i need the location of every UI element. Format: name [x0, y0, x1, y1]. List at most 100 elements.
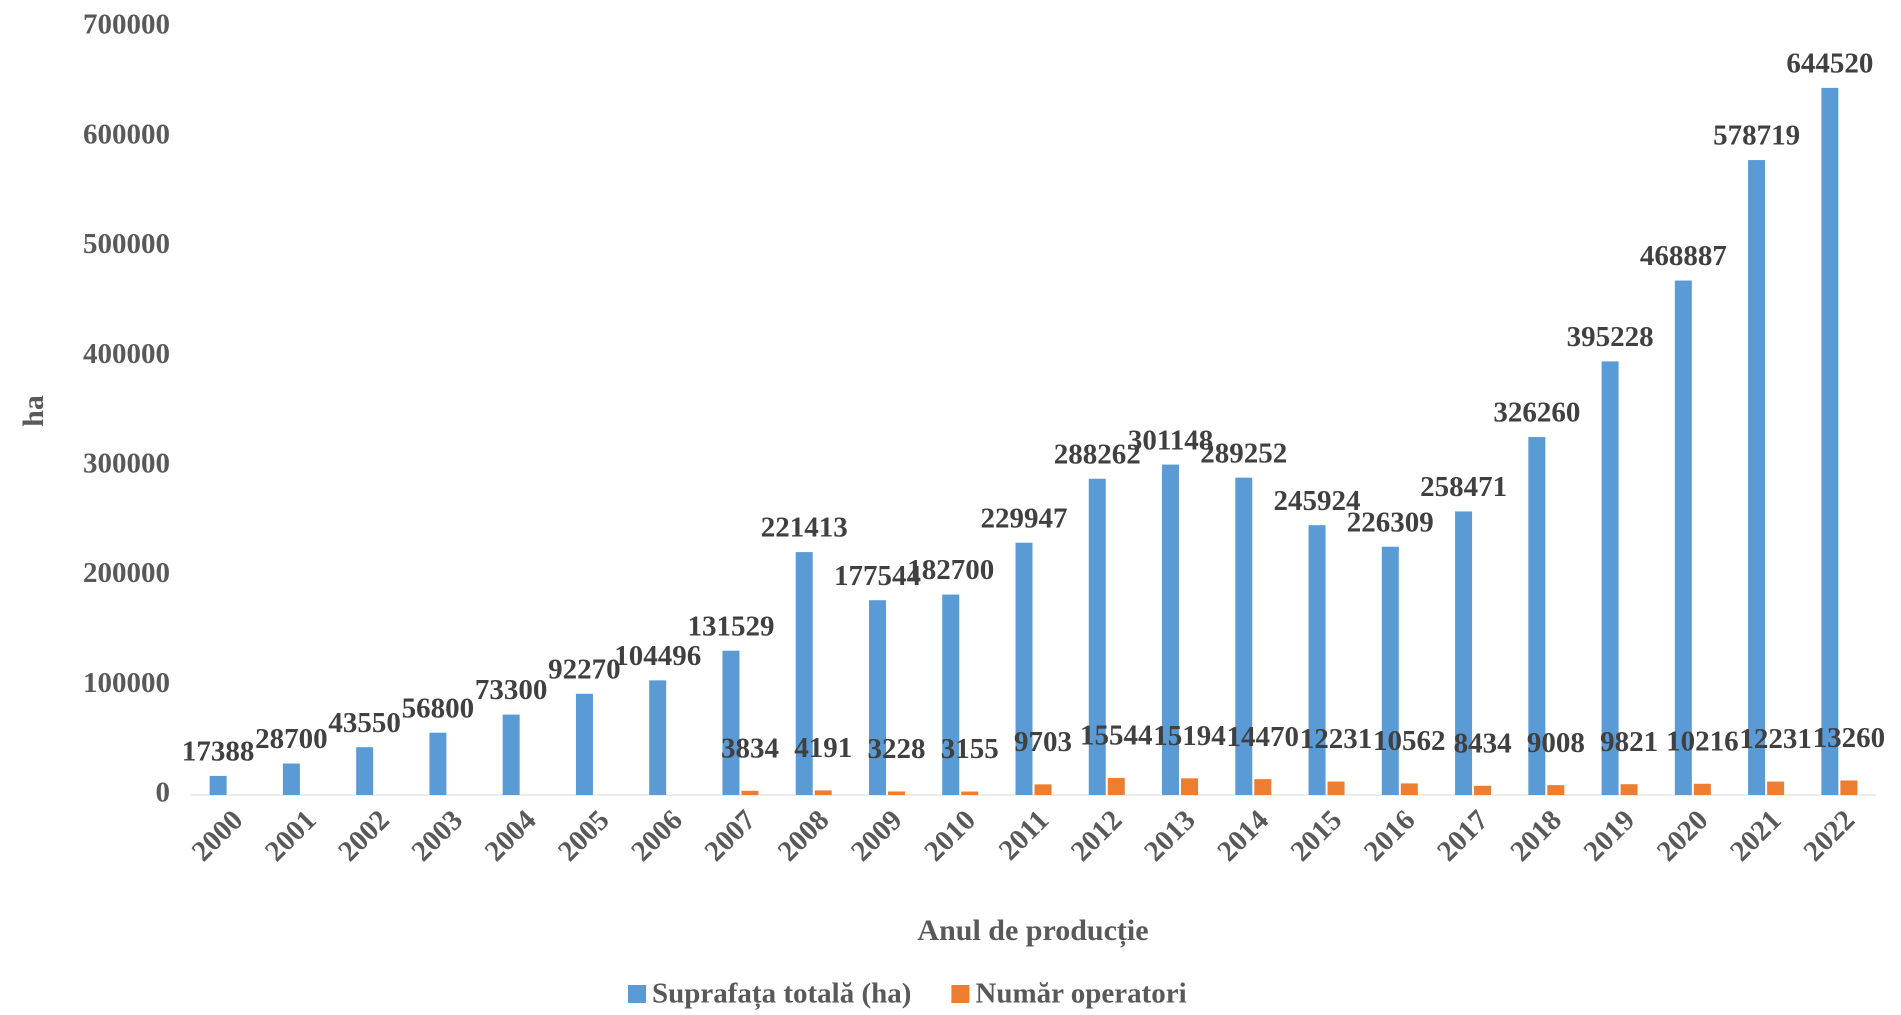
x-tick-label: 2012 — [1065, 804, 1129, 868]
y-tick-label: 400000 — [83, 338, 170, 370]
bar — [1620, 784, 1638, 795]
data-label: 12231 — [1739, 723, 1812, 755]
data-label: 182700 — [907, 554, 994, 586]
bar — [575, 693, 593, 795]
y-tick-label: 600000 — [83, 118, 170, 150]
bar — [1547, 785, 1565, 795]
x-tick-label: 2003 — [405, 804, 469, 868]
data-label: 395228 — [1567, 321, 1654, 353]
data-label: 4191 — [794, 732, 852, 764]
y-tick-label: 300000 — [83, 448, 170, 480]
bar — [942, 594, 960, 795]
x-tick-label: 2000 — [186, 804, 250, 868]
bar — [1162, 464, 1180, 795]
data-label: 229947 — [981, 502, 1068, 534]
bar — [1254, 779, 1272, 795]
data-label: 17388 — [182, 736, 255, 768]
data-label: 14470 — [1227, 721, 1300, 753]
bar — [429, 732, 447, 795]
x-tick-label: 2002 — [332, 804, 396, 868]
x-tick-label: 2006 — [625, 804, 689, 868]
x-axis-title: Anul de producție — [917, 914, 1148, 948]
data-label: 43550 — [328, 707, 401, 739]
bar — [814, 790, 832, 795]
x-tick-label: 2007 — [698, 804, 762, 868]
bar — [1840, 780, 1858, 795]
x-tick-label: 2009 — [845, 804, 909, 868]
data-label: 10216 — [1666, 725, 1739, 757]
bar — [1693, 783, 1711, 795]
data-label: 73300 — [475, 674, 548, 706]
bar — [1088, 478, 1106, 795]
data-label: 578719 — [1713, 120, 1800, 152]
data-label: 10562 — [1373, 725, 1446, 757]
x-tick-label: 2017 — [1431, 804, 1495, 868]
data-label: 9821 — [1600, 726, 1658, 758]
bar — [1821, 87, 1839, 795]
data-label: 9008 — [1527, 727, 1585, 759]
x-tick-label: 2014 — [1211, 804, 1275, 868]
data-label: 12231 — [1300, 723, 1373, 755]
bar — [961, 791, 979, 795]
data-label: 3155 — [941, 733, 999, 765]
data-label: 28700 — [255, 723, 328, 755]
bar — [868, 600, 886, 795]
data-label: 221413 — [761, 512, 848, 544]
bar — [1474, 785, 1492, 795]
x-tick-label: 2018 — [1504, 804, 1568, 868]
bar — [209, 775, 227, 795]
bar — [649, 680, 667, 795]
data-label: 92270 — [548, 653, 621, 685]
bar — [1235, 477, 1253, 795]
bar — [502, 714, 520, 795]
legend-label: Număr operatori — [975, 978, 1186, 1010]
data-label: 3228 — [867, 733, 925, 765]
bar — [1748, 160, 1766, 796]
data-label: 3834 — [721, 732, 779, 764]
x-tick-label: 2021 — [1724, 804, 1788, 868]
data-label: 245924 — [1274, 485, 1361, 517]
bar — [1015, 542, 1033, 795]
bar — [722, 650, 740, 795]
data-label: 131529 — [687, 610, 774, 642]
bar — [1767, 781, 1785, 795]
bar — [887, 791, 905, 795]
data-label: 289252 — [1200, 437, 1287, 469]
bar — [741, 790, 759, 795]
y-tick-label: 100000 — [83, 667, 170, 699]
bar — [282, 763, 300, 795]
x-tick-label: 2001 — [259, 804, 323, 868]
x-tick-label: 2015 — [1285, 804, 1349, 868]
y-tick-label: 500000 — [83, 228, 170, 260]
y-tick-label: 700000 — [83, 9, 170, 41]
x-tick-label: 2020 — [1651, 804, 1715, 868]
data-label: 468887 — [1640, 240, 1727, 272]
legend-label: Suprafața totală (ha) — [652, 978, 911, 1011]
x-tick-label: 2005 — [552, 804, 616, 868]
data-label: 15544 — [1080, 720, 1153, 752]
data-label: 258471 — [1420, 471, 1507, 503]
bar — [356, 747, 374, 795]
x-tick-label: 2016 — [1358, 804, 1422, 868]
y-tick-label: 0 — [156, 777, 171, 809]
x-tick-label: 2004 — [479, 804, 543, 868]
bar — [1674, 280, 1692, 795]
legend-swatch — [951, 985, 970, 1003]
bar — [1455, 511, 1473, 795]
bar — [1308, 525, 1326, 795]
data-label: 226309 — [1347, 506, 1434, 538]
data-label: 56800 — [402, 692, 475, 724]
data-label: 288262 — [1054, 438, 1141, 470]
bar — [1181, 778, 1199, 795]
x-tick-label: 2010 — [918, 804, 982, 868]
y-tick-label: 200000 — [83, 557, 170, 589]
data-label: 13260 — [1813, 722, 1886, 754]
data-label: 9703 — [1014, 726, 1072, 758]
x-tick-label: 2019 — [1578, 804, 1642, 868]
y-axis-title: ha — [17, 395, 50, 427]
data-label: 644520 — [1786, 48, 1873, 80]
x-tick-label: 2011 — [993, 804, 1056, 867]
data-label: 177544 — [834, 560, 921, 592]
bar — [1034, 784, 1052, 795]
